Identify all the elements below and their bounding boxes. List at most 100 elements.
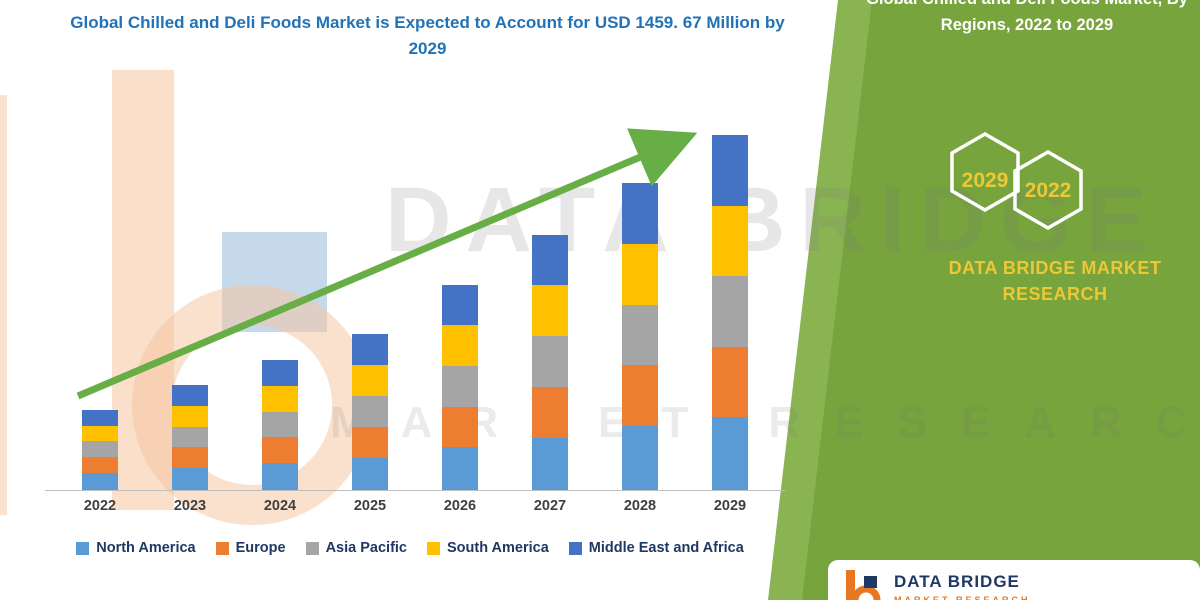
x-axis-label: 2027 bbox=[533, 498, 567, 514]
bar-column-2023 bbox=[145, 108, 235, 490]
bar-segment bbox=[712, 346, 748, 418]
bar-segment bbox=[82, 409, 118, 426]
x-axis-label: 2028 bbox=[623, 498, 657, 514]
bar-segment bbox=[172, 426, 208, 448]
bar-segment bbox=[352, 334, 388, 366]
bars-row bbox=[55, 108, 775, 490]
bar-segment bbox=[82, 441, 118, 458]
bar-segment bbox=[532, 285, 568, 337]
hexagon-2029-outline bbox=[950, 131, 1020, 213]
legend-item: North America bbox=[76, 540, 196, 556]
bar-segment bbox=[712, 135, 748, 206]
bar-segment bbox=[172, 406, 208, 427]
plot-area bbox=[55, 108, 775, 490]
chart-title: Global Chilled and Deli Foods Market is … bbox=[70, 13, 785, 58]
green-panel-shape bbox=[802, 0, 1200, 600]
bar-segment bbox=[262, 463, 298, 490]
bar-column-2029 bbox=[685, 108, 775, 490]
bar-segment bbox=[82, 472, 118, 490]
bar-segment bbox=[172, 468, 208, 490]
bar-segment bbox=[532, 386, 568, 438]
hexagon-2022-outline bbox=[1013, 149, 1083, 231]
bar-segment bbox=[622, 304, 658, 366]
x-axis-line bbox=[45, 490, 785, 491]
x-axis-labels: 2022 2023 2024 2025 2026 2027 2028 2029 bbox=[55, 498, 775, 514]
stacked-bar-2028 bbox=[622, 183, 658, 490]
bar-column-2024 bbox=[235, 108, 325, 490]
bar-segment bbox=[712, 276, 748, 347]
bar-segment bbox=[352, 427, 388, 458]
panel-brand-text: DATA BRIDGE MARKET RESEARCH bbox=[905, 255, 1200, 307]
legend-label: North America bbox=[96, 540, 196, 556]
x-axis-label: 2024 bbox=[263, 498, 297, 514]
bar-segment bbox=[712, 205, 748, 277]
legend-swatch-icon bbox=[305, 541, 319, 555]
bar-segment bbox=[352, 365, 388, 397]
legend-swatch-icon bbox=[215, 541, 229, 555]
legend-label: South America bbox=[447, 540, 549, 556]
x-axis-label: 2022 bbox=[83, 498, 117, 514]
stacked-bar-2029 bbox=[712, 135, 748, 490]
bar-column-2027 bbox=[505, 108, 595, 490]
panel-brand-line1: DATA BRIDGE MARKET bbox=[948, 258, 1162, 278]
bar-segment bbox=[442, 447, 478, 490]
panel-brand-line2: RESEARCH bbox=[1002, 284, 1108, 304]
legend-item: Asia Pacific bbox=[305, 540, 407, 556]
bar-column-2028 bbox=[595, 108, 685, 490]
bar-segment bbox=[172, 447, 208, 469]
stacked-bar-2025 bbox=[352, 334, 388, 490]
bar-segment bbox=[262, 411, 298, 438]
stacked-bar-2024 bbox=[262, 359, 298, 490]
year-hexagons: 2029 2022 bbox=[950, 131, 1083, 231]
footer-brand-name: DATA BRIDGE bbox=[894, 572, 1020, 591]
legend-item: South America bbox=[427, 540, 549, 556]
hexagon-2029-label: 2029 bbox=[962, 169, 1009, 192]
left-edge-watermark-fragment bbox=[0, 95, 7, 515]
bar-segment bbox=[622, 365, 658, 427]
stacked-bar-2027 bbox=[532, 234, 568, 490]
stacked-bar-2022 bbox=[82, 409, 118, 490]
legend-label: Asia Pacific bbox=[325, 540, 407, 556]
panel-heading: Global Chilled and Deli Foods Market, By… bbox=[866, 0, 1188, 34]
bar-segment bbox=[622, 426, 658, 490]
x-axis-label: 2025 bbox=[353, 498, 387, 514]
legend-item: Europe bbox=[215, 540, 286, 556]
legend-item: Middle East and Africa bbox=[568, 540, 744, 556]
bar-segment bbox=[352, 396, 388, 428]
bar-segment bbox=[622, 183, 658, 244]
stacked-bar-2026 bbox=[442, 284, 478, 490]
bar-segment bbox=[262, 437, 298, 464]
bar-segment bbox=[532, 336, 568, 387]
bar-segment bbox=[622, 243, 658, 305]
bar-segment bbox=[82, 425, 118, 442]
legend-swatch-icon bbox=[427, 541, 440, 555]
x-axis-label: 2023 bbox=[173, 498, 207, 514]
hexagon-2022-label: 2022 bbox=[1025, 179, 1072, 202]
bar-column-2026 bbox=[415, 108, 505, 490]
legend-label: Middle East and Africa bbox=[588, 540, 744, 556]
legend-swatch-icon bbox=[76, 541, 90, 555]
bar-segment bbox=[532, 437, 568, 490]
footer-brand-card: DATA BRIDGE MARKET RESEARCH bbox=[828, 560, 1200, 600]
bar-column-2025 bbox=[325, 108, 415, 490]
bar-segment bbox=[442, 406, 478, 448]
bar-segment bbox=[262, 359, 298, 386]
bar-segment bbox=[352, 457, 388, 490]
bar-segment bbox=[172, 385, 208, 407]
x-axis-label: 2026 bbox=[443, 498, 477, 514]
bar-column-2022 bbox=[55, 108, 145, 490]
chart-legend: North America Europe Asia Pacific South Ame… bbox=[0, 540, 820, 556]
legend-swatch-icon bbox=[568, 541, 582, 555]
stacked-bar-2023 bbox=[172, 385, 208, 490]
bar-segment bbox=[442, 325, 478, 366]
bar-segment bbox=[712, 417, 748, 490]
data-bridge-logo-icon bbox=[846, 570, 881, 600]
x-axis-label: 2029 bbox=[713, 498, 747, 514]
bar-segment bbox=[442, 284, 478, 326]
bar-segment bbox=[442, 366, 478, 407]
bar-segment bbox=[82, 457, 118, 473]
bar-segment bbox=[532, 234, 568, 286]
legend-label: Europe bbox=[235, 540, 286, 556]
